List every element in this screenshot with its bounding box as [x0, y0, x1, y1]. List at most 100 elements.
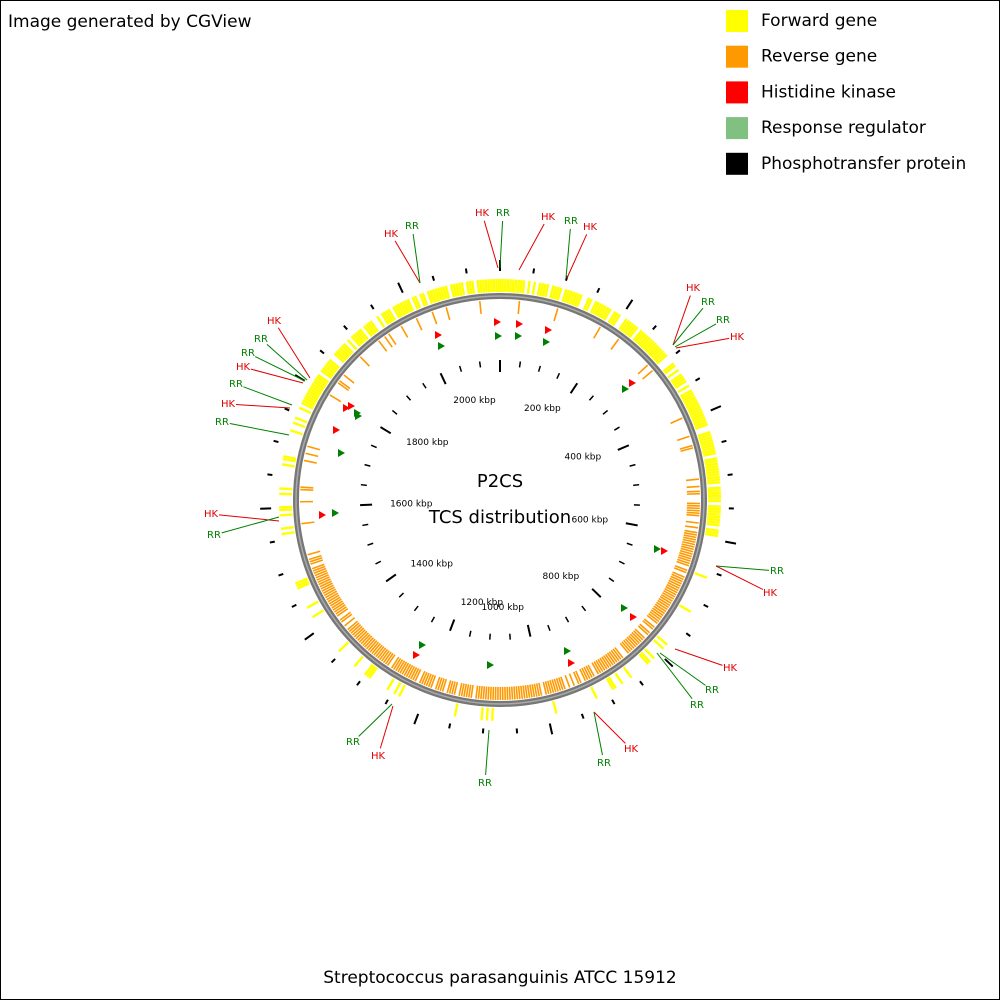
forward-gene — [656, 635, 668, 646]
reverse-gene — [686, 485, 700, 489]
forward-gene — [317, 373, 330, 384]
forward-gene — [649, 346, 661, 357]
outer-tick — [356, 680, 361, 686]
forward-gene — [457, 282, 463, 296]
reverse-gene — [380, 650, 390, 662]
reverse-gene — [659, 595, 672, 604]
reverse-gene — [685, 478, 699, 482]
forward-gene — [426, 290, 434, 304]
outer-tick — [664, 658, 674, 668]
feature-marker — [355, 412, 362, 420]
forward-gene — [421, 292, 429, 306]
forward-gene — [706, 470, 720, 475]
forward-gene — [707, 486, 721, 490]
forward-gene — [705, 467, 719, 472]
forward-gene — [394, 304, 403, 318]
feature-label: HK — [723, 663, 738, 674]
forward-gene — [325, 362, 337, 373]
reverse-gene — [305, 452, 319, 458]
forward-gene — [387, 308, 397, 322]
reverse-gene — [412, 668, 420, 681]
reverse-gene — [453, 681, 459, 695]
forward-gene — [365, 323, 375, 336]
forward-gene — [337, 348, 349, 360]
forward-gene — [444, 285, 451, 299]
forward-gene — [561, 288, 568, 302]
forward-gene — [582, 297, 591, 311]
reverse-gene — [477, 685, 481, 699]
forward-gene — [311, 609, 325, 619]
reverse-gene — [353, 627, 365, 638]
reverse-gene — [489, 686, 492, 700]
reverse-gene — [341, 613, 353, 623]
kbp-tick — [478, 361, 482, 368]
forward-gene — [705, 465, 719, 470]
forward-gene — [551, 285, 558, 300]
forward-gene — [706, 522, 720, 527]
leader-line — [485, 729, 490, 776]
reverse-gene — [384, 336, 393, 348]
outer-tick — [397, 282, 404, 294]
forward-gene — [706, 473, 720, 477]
reverse-gene — [634, 628, 646, 639]
forward-gene — [678, 604, 692, 613]
feature-marker — [487, 661, 494, 669]
forward-gene — [684, 398, 698, 407]
reverse-gene — [670, 417, 683, 425]
reverse-gene — [595, 660, 604, 673]
outer-tick — [639, 680, 644, 686]
forward-gene — [707, 517, 721, 522]
reverse-gene — [666, 583, 679, 592]
forward-gene — [573, 293, 581, 307]
forward-gene — [614, 672, 624, 685]
forward-gene — [638, 653, 650, 665]
forward-gene — [690, 410, 704, 419]
reverse-gene — [667, 581, 680, 590]
reverse-gene — [482, 686, 486, 700]
reverse-gene — [679, 444, 693, 450]
reverse-gene — [403, 663, 412, 676]
forward-gene — [279, 513, 293, 517]
reverse-gene — [526, 684, 531, 698]
forward-gene — [689, 408, 703, 416]
reverse-gene — [575, 670, 582, 684]
forward-gene — [465, 281, 471, 295]
reverse-gene — [606, 652, 616, 665]
reverse-gene — [583, 666, 591, 680]
outer-tick — [464, 268, 468, 274]
forward-gene — [295, 579, 309, 588]
reverse-gene — [560, 676, 566, 690]
reverse-gene — [315, 572, 329, 579]
feature-label: HK — [763, 588, 778, 599]
forward-gene — [452, 283, 458, 297]
forward-gene — [281, 530, 295, 536]
kbp-tick — [439, 372, 447, 385]
forward-gene — [705, 527, 720, 532]
leader-line — [254, 356, 306, 382]
reverse-gene — [652, 607, 664, 617]
reverse-gene — [458, 682, 463, 696]
reverse-gene — [522, 685, 526, 699]
feature-label: RR — [770, 566, 784, 577]
reverse-gene — [313, 567, 327, 575]
kbp-tick — [618, 560, 625, 565]
forward-gene — [549, 285, 555, 299]
feature-label: RR — [496, 208, 510, 219]
reverse-gene — [657, 599, 670, 609]
forward-gene — [455, 283, 461, 297]
reverse-gene — [682, 540, 696, 546]
feature-marker — [419, 641, 426, 649]
forward-gene — [521, 280, 526, 294]
reverse-gene — [357, 630, 368, 642]
kbp-label: 600 kbp — [571, 515, 608, 525]
forward-gene — [642, 338, 653, 350]
forward-gene — [385, 309, 394, 323]
reverse-gene — [631, 631, 642, 643]
reverse-gene — [679, 549, 693, 555]
outer-tick — [694, 377, 701, 382]
reverse-gene — [390, 656, 400, 669]
reverse-gene — [427, 674, 435, 688]
outer-tick — [343, 325, 348, 331]
feature-marker — [332, 509, 339, 517]
outer-tick — [727, 473, 733, 476]
